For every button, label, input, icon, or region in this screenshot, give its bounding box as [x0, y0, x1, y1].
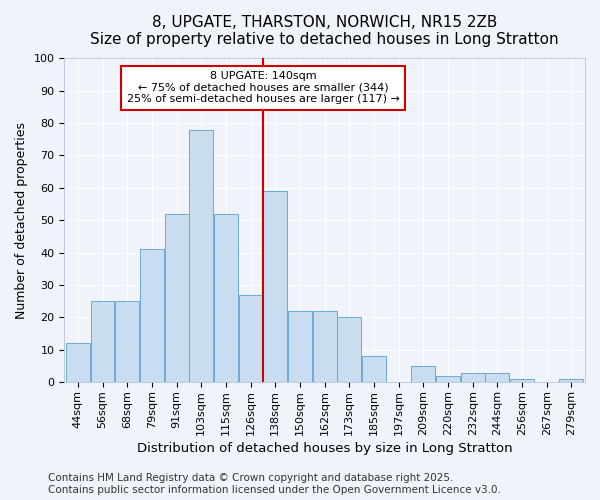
- Bar: [461, 372, 485, 382]
- Bar: [412, 366, 436, 382]
- Bar: [214, 214, 238, 382]
- Bar: [239, 295, 263, 382]
- Bar: [140, 250, 164, 382]
- Bar: [337, 318, 361, 382]
- Bar: [263, 191, 287, 382]
- Text: Contains HM Land Registry data © Crown copyright and database right 2025.
Contai: Contains HM Land Registry data © Crown c…: [48, 474, 501, 495]
- X-axis label: Distribution of detached houses by size in Long Stratton: Distribution of detached houses by size …: [137, 442, 512, 455]
- Bar: [362, 356, 386, 382]
- Bar: [313, 311, 337, 382]
- Bar: [189, 130, 213, 382]
- Bar: [436, 376, 460, 382]
- Y-axis label: Number of detached properties: Number of detached properties: [15, 122, 28, 319]
- Bar: [485, 372, 509, 382]
- Bar: [288, 311, 312, 382]
- Bar: [164, 214, 188, 382]
- Bar: [510, 379, 534, 382]
- Title: 8, UPGATE, THARSTON, NORWICH, NR15 2ZB
Size of property relative to detached hou: 8, UPGATE, THARSTON, NORWICH, NR15 2ZB S…: [91, 15, 559, 48]
- Text: 8 UPGATE: 140sqm
← 75% of detached houses are smaller (344)
25% of semi-detached: 8 UPGATE: 140sqm ← 75% of detached house…: [127, 71, 400, 104]
- Bar: [91, 302, 115, 382]
- Bar: [115, 302, 139, 382]
- Bar: [559, 379, 583, 382]
- Bar: [66, 344, 90, 382]
